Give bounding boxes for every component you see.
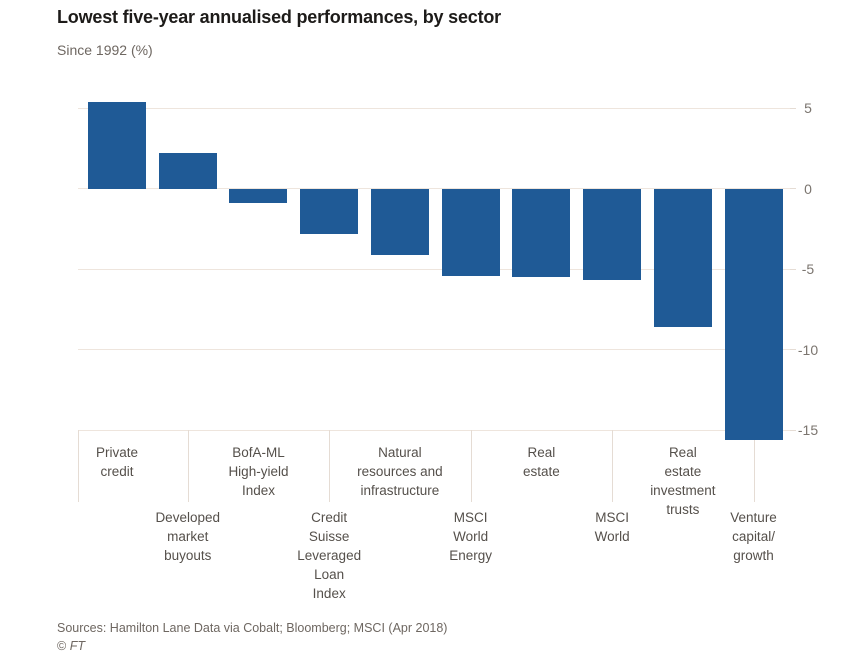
x-axis-label-bofa-ml-high-yield-index: BofA-ML High-yield Index [228, 445, 289, 498]
y-axis-tick-label: -10 [797, 341, 819, 358]
bar-natural-resources-and-infrastructure [370, 188, 429, 255]
x-axis-divider-tick-0 [78, 430, 79, 503]
x-axis-label-credit-suisse-leveraged-loan-index: Credit Suisse Leveraged Loan Index [297, 510, 362, 601]
y-axis-tick-label: 0 [804, 180, 812, 197]
page-subtitle: Since 1992 (%) [57, 42, 153, 58]
footer-sources: Sources: Hamilton Lane Data via Cobalt; … [57, 621, 448, 635]
y-axis-tick-label: -5 [801, 261, 815, 278]
y-axis-tick--5 [790, 268, 796, 270]
bar-bofa-ml-high-yield-index [229, 188, 288, 204]
x-axis-divider-tick-1 [187, 430, 189, 503]
x-axis-label-msci-world: MSCI World [594, 510, 630, 544]
x-axis-label-msci-world-energy: MSCI World Energy [449, 510, 493, 563]
x-axis-divider-tick-3 [470, 430, 472, 503]
x-axis-label-venture-capital-growth: Venture capital/ growth [730, 510, 777, 563]
gridline--5 [78, 268, 790, 270]
x-axis-label-private-credit: Private credit [95, 445, 139, 479]
gridline-0 [78, 188, 790, 190]
gridline--15 [78, 429, 790, 431]
copyright-symbol: © [57, 639, 70, 653]
x-axis-divider-tick-2 [329, 430, 331, 503]
bar-msci-world-energy [441, 188, 500, 276]
ft-logo-text: FT [69, 639, 85, 653]
bar-msci-world [583, 188, 642, 281]
x-axis-divider-tick-5 [753, 430, 755, 503]
page-title: Lowest five-year annualised performances… [57, 7, 501, 27]
x-axis-divider-tick-4 [612, 430, 614, 503]
gridline-5 [78, 107, 790, 109]
bar-private-credit [88, 101, 146, 189]
y-axis-tick--10 [790, 349, 796, 351]
y-axis-tick--15 [790, 429, 796, 431]
y-axis-tick-label: -15 [797, 422, 819, 439]
bar-real-estate [512, 188, 571, 278]
bar-developed-market-buyouts [158, 153, 217, 189]
bar-credit-suisse-leveraged-loan-index [300, 188, 359, 234]
x-axis-label-natural-resources-and-infrastructure: Natural resources and infrastructure [357, 445, 443, 498]
y-axis-tick-5 [790, 107, 796, 109]
footer-copyright: © FT [57, 639, 85, 653]
y-axis-tick-0 [790, 188, 796, 190]
x-axis-label-developed-market-buyouts: Developed market buyouts [155, 510, 220, 563]
bar-real-estate-investment-trusts [653, 188, 712, 328]
x-axis-label-real-estate: Real estate [522, 445, 560, 479]
gridline--10 [78, 349, 790, 351]
y-axis-tick-label: 5 [804, 100, 812, 117]
bar-venture-capital-growth [724, 188, 783, 440]
x-axis-label-real-estate-investment-trusts: Real estate investment trusts [650, 445, 716, 517]
